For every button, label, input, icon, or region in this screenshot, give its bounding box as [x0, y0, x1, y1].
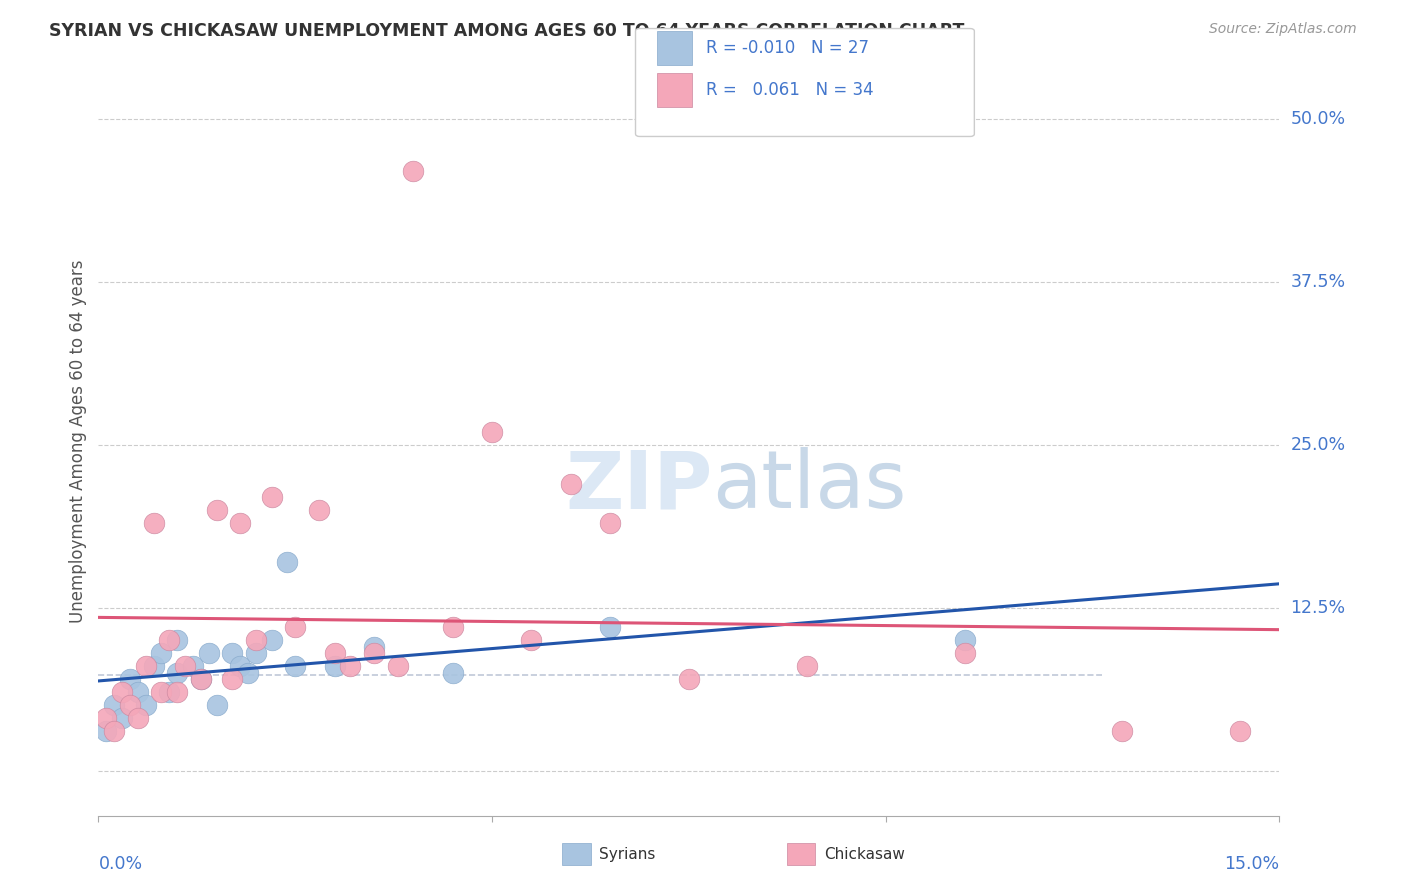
Text: R = -0.010   N = 27: R = -0.010 N = 27 — [706, 39, 869, 57]
Text: 25.0%: 25.0% — [1291, 436, 1346, 454]
Point — [157, 633, 180, 648]
Point — [127, 711, 149, 725]
Point — [441, 665, 464, 680]
Point — [157, 685, 180, 699]
Point — [284, 659, 307, 673]
Point — [387, 659, 409, 673]
Point — [111, 685, 134, 699]
Text: Chickasaw: Chickasaw — [824, 847, 905, 862]
Point — [96, 711, 118, 725]
Text: 15.0%: 15.0% — [1225, 855, 1279, 873]
Text: Source: ZipAtlas.com: Source: ZipAtlas.com — [1209, 22, 1357, 37]
Point — [308, 503, 330, 517]
Point — [150, 685, 173, 699]
Point — [260, 633, 283, 648]
Point — [96, 724, 118, 739]
Point — [205, 503, 228, 517]
Point — [229, 516, 252, 530]
Point — [1229, 724, 1251, 739]
Point — [441, 620, 464, 634]
Point — [678, 673, 700, 687]
Point — [236, 665, 259, 680]
Point — [402, 164, 425, 178]
Point — [481, 425, 503, 439]
Point — [135, 698, 157, 713]
Point — [339, 659, 361, 673]
Point — [796, 659, 818, 673]
Point — [363, 640, 385, 654]
Point — [205, 698, 228, 713]
Point — [166, 665, 188, 680]
Point — [127, 685, 149, 699]
Point — [166, 685, 188, 699]
Point — [111, 711, 134, 725]
Point — [363, 646, 385, 660]
Point — [221, 673, 243, 687]
Text: 12.5%: 12.5% — [1291, 599, 1346, 616]
Point — [520, 633, 543, 648]
Point — [599, 620, 621, 634]
Point — [323, 646, 346, 660]
Point — [245, 633, 267, 648]
Text: ZIP: ZIP — [565, 448, 713, 525]
Point — [181, 659, 204, 673]
Text: Syrians: Syrians — [599, 847, 655, 862]
Point — [245, 646, 267, 660]
Point — [284, 620, 307, 634]
Point — [103, 724, 125, 739]
Point — [221, 646, 243, 660]
Text: R =   0.061   N = 34: R = 0.061 N = 34 — [706, 81, 873, 99]
Point — [260, 490, 283, 504]
Point — [323, 659, 346, 673]
Point — [103, 698, 125, 713]
Point — [953, 646, 976, 660]
Point — [118, 698, 141, 713]
Point — [197, 646, 219, 660]
Point — [190, 673, 212, 687]
Point — [1111, 724, 1133, 739]
Point — [599, 516, 621, 530]
Point — [142, 516, 165, 530]
Text: 50.0%: 50.0% — [1291, 110, 1346, 128]
Point — [560, 476, 582, 491]
Point — [276, 555, 298, 569]
Text: 37.5%: 37.5% — [1291, 273, 1346, 291]
Text: atlas: atlas — [713, 448, 907, 525]
Y-axis label: Unemployment Among Ages 60 to 64 years: Unemployment Among Ages 60 to 64 years — [69, 260, 87, 624]
Point — [135, 659, 157, 673]
Point — [174, 659, 197, 673]
Point — [190, 673, 212, 687]
Point — [142, 659, 165, 673]
Text: 0.0%: 0.0% — [98, 855, 142, 873]
Point — [229, 659, 252, 673]
Point — [150, 646, 173, 660]
Point — [118, 673, 141, 687]
Text: SYRIAN VS CHICKASAW UNEMPLOYMENT AMONG AGES 60 TO 64 YEARS CORRELATION CHART: SYRIAN VS CHICKASAW UNEMPLOYMENT AMONG A… — [49, 22, 965, 40]
Point — [953, 633, 976, 648]
Point — [166, 633, 188, 648]
